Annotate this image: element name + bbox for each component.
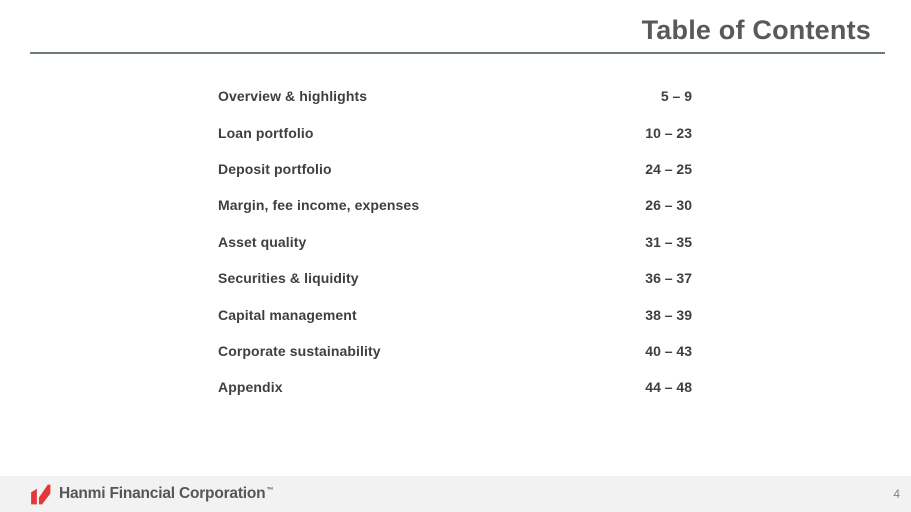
toc-item-label: Overview & highlights: [218, 88, 368, 105]
toc-row: Overview & highlights 5 – 9: [218, 78, 692, 114]
toc-item-label: Appendix: [218, 379, 283, 396]
toc-row: Deposit portfolio 24 – 25: [218, 151, 692, 187]
toc-row: Corporate sustainability 40 – 43: [218, 333, 692, 369]
toc-item-pages: 26 – 30: [645, 197, 692, 214]
toc-item-pages: 38 – 39: [645, 306, 692, 323]
company-name-text: Hanmi Financial Corporation: [59, 485, 266, 502]
toc-row: Asset quality 31 – 35: [218, 224, 692, 260]
footer-bar: Hanmi Financial Corporation™ 4: [0, 476, 911, 512]
toc-item-label: Corporate sustainability: [218, 342, 381, 359]
toc-item-label: Securities & liquidity: [218, 270, 359, 287]
toc-item-label: Loan portfolio: [218, 124, 314, 141]
page-title: Table of Contents: [641, 15, 871, 45]
company-logo: Hanmi Financial Corporation™: [28, 476, 273, 512]
company-name: Hanmi Financial Corporation™: [59, 485, 273, 503]
toc-item-label: Margin, fee income, expenses: [218, 197, 420, 214]
toc-item-pages: 36 – 37: [645, 270, 692, 287]
toc-item-pages: 5 – 9: [660, 88, 692, 105]
toc-row: Appendix 44 – 48: [218, 369, 692, 405]
toc-item-pages: 24 – 25: [645, 160, 692, 177]
toc-row: Capital management 38 – 39: [218, 296, 692, 332]
toc-item-label: Asset quality: [218, 233, 307, 250]
toc-item-label: Capital management: [218, 306, 357, 323]
toc-item-label: Deposit portfolio: [218, 160, 332, 177]
toc-row: Margin, fee income, expenses 26 – 30: [218, 187, 692, 223]
toc-item-pages: 44 – 48: [645, 379, 692, 396]
hanmi-logo-icon: [31, 484, 51, 504]
page-number: 4: [893, 487, 900, 501]
toc-item-pages: 10 – 23: [645, 124, 692, 141]
title-divider-line: [30, 52, 885, 54]
toc-item-pages: 40 – 43: [645, 342, 692, 359]
table-of-contents: Overview & highlights 5 – 9 Loan portfol…: [218, 78, 692, 406]
toc-row: Loan portfolio 10 – 23: [218, 114, 692, 150]
toc-row: Securities & liquidity 36 – 37: [218, 260, 692, 296]
toc-item-pages: 31 – 35: [645, 233, 692, 250]
trademark-mark: ™: [266, 486, 274, 494]
